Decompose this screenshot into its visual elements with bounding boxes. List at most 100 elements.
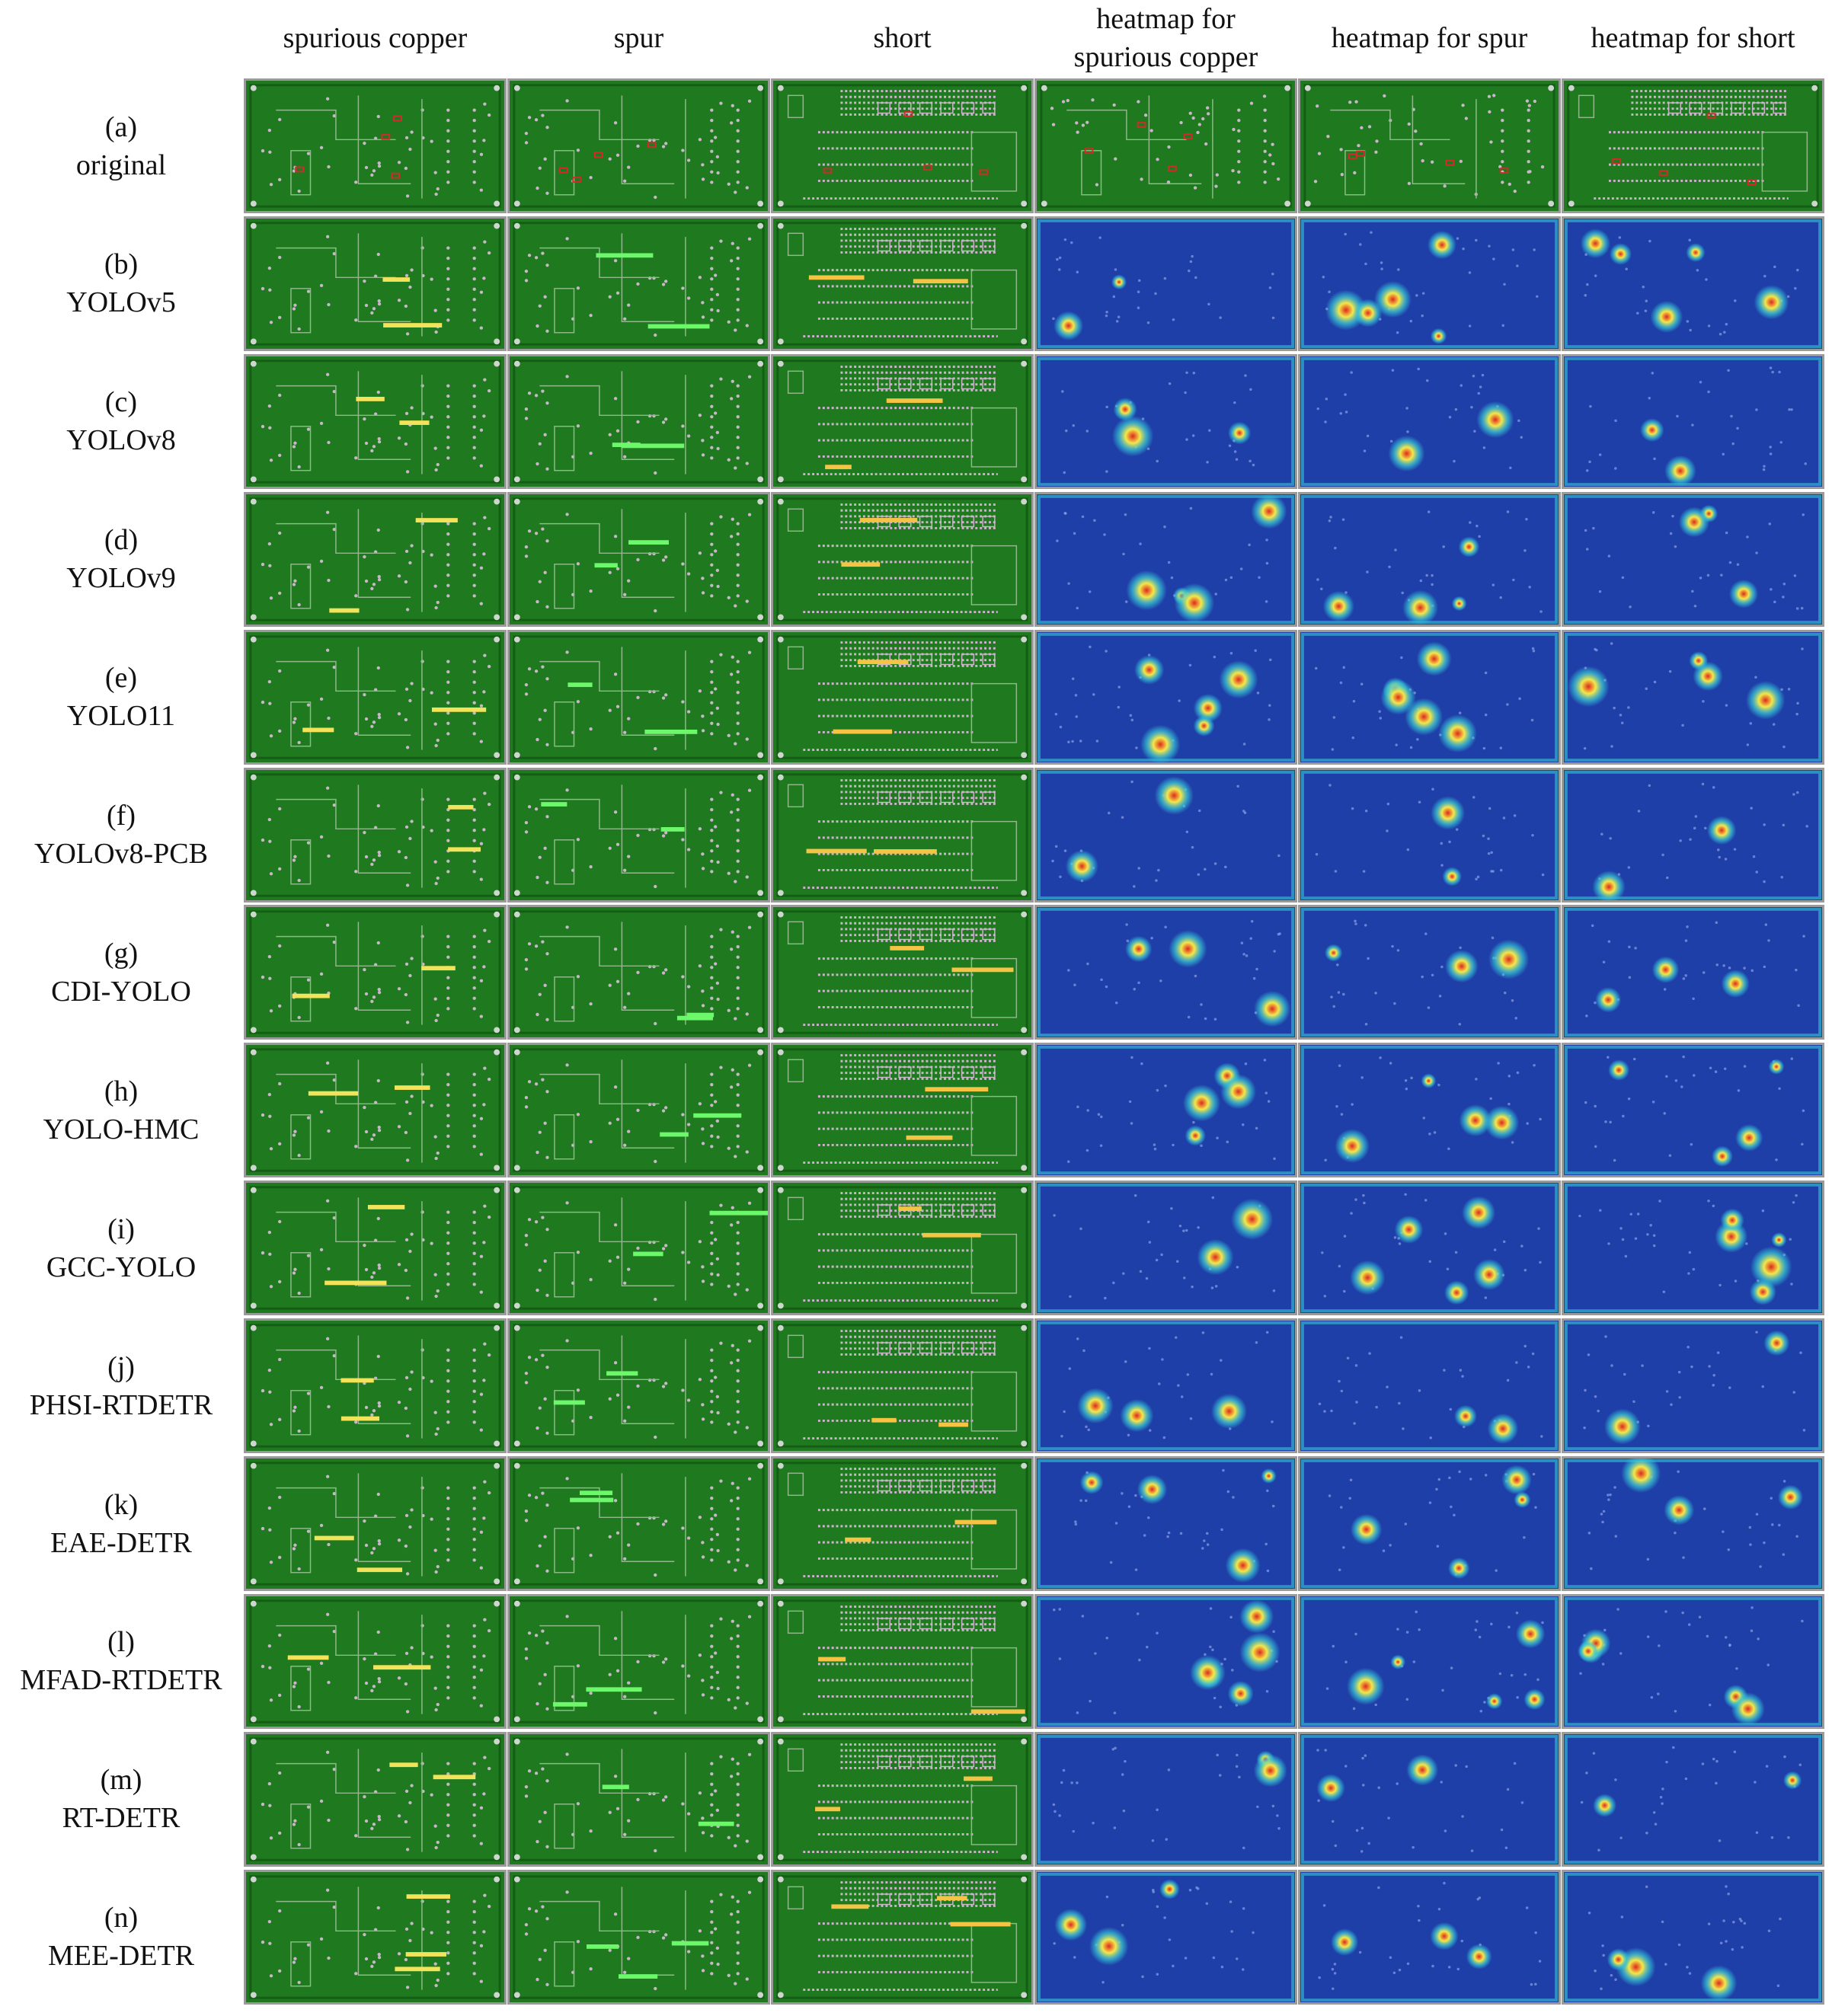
detection-image xyxy=(244,767,507,903)
detection-image xyxy=(771,353,1034,489)
heatmap-image xyxy=(1562,905,1824,1040)
row-method-name: YOLOv9 xyxy=(66,562,176,595)
pcb-board-graphic xyxy=(246,1045,504,1176)
row-label: (j) PHSI-RTDETR xyxy=(0,1318,242,1453)
heatmap-image xyxy=(1562,491,1824,627)
heatmap-graphic xyxy=(1037,1871,1295,2002)
pcb-board-graphic xyxy=(773,218,1031,349)
row-tag: (b) xyxy=(104,248,139,281)
pcb-board-graphic xyxy=(510,1871,768,2002)
heatmap-graphic xyxy=(1300,494,1559,625)
detection-image xyxy=(244,1181,507,1316)
heatmap-graphic xyxy=(1564,356,1822,487)
row-tag: (h) xyxy=(104,1075,139,1107)
heatmap-image xyxy=(1298,1318,1561,1454)
row-label: (k) EAE-DETR xyxy=(0,1456,242,1591)
detection-image xyxy=(507,78,770,213)
detection-image xyxy=(771,1731,1034,1867)
pcb-board-graphic xyxy=(246,1871,504,2002)
detection-image xyxy=(507,905,770,1040)
heatmap-graphic xyxy=(1564,1596,1822,1727)
pcb-board-graphic xyxy=(246,1458,504,1589)
pcb-board-graphic xyxy=(246,1183,504,1314)
pcb-board-graphic xyxy=(246,1733,504,1864)
detection-image xyxy=(507,1318,770,1454)
pcb-board-graphic xyxy=(773,631,1031,762)
heatmap-image xyxy=(1034,1731,1297,1867)
heatmap-graphic xyxy=(1037,1458,1295,1589)
detection-image xyxy=(507,629,770,765)
row-tag: (m) xyxy=(100,1764,142,1797)
row-tag: (e) xyxy=(104,662,138,695)
heatmap-image xyxy=(1562,629,1824,765)
row-tag: (j) xyxy=(107,1350,135,1383)
heatmap-graphic xyxy=(1037,907,1295,1038)
heatmap-image xyxy=(1562,353,1824,489)
detection-image xyxy=(771,1318,1034,1454)
detection-image xyxy=(507,1043,770,1178)
pcb-board-graphic xyxy=(773,769,1031,900)
heatmap-image xyxy=(1034,1593,1297,1729)
detection-image xyxy=(771,78,1034,213)
detection-image xyxy=(244,353,507,489)
heatmap-graphic xyxy=(1037,1045,1295,1176)
pcb-board-graphic xyxy=(246,1321,504,1452)
detection-image xyxy=(507,491,770,627)
detection-image xyxy=(771,1181,1034,1316)
pcb-board-graphic xyxy=(246,1596,504,1727)
heatmap-image xyxy=(1034,767,1297,903)
detection-image xyxy=(507,1181,770,1316)
column-header: spur xyxy=(507,0,770,76)
pcb-board-graphic xyxy=(510,494,768,625)
pcb-board-graphic xyxy=(773,1321,1031,1452)
detection-image xyxy=(507,216,770,351)
heatmap-graphic xyxy=(1564,907,1822,1038)
row-method-name: YOLOv8 xyxy=(66,424,176,457)
heatmap-image xyxy=(1298,353,1561,489)
heatmap-graphic xyxy=(1300,81,1559,211)
detection-image xyxy=(771,1043,1034,1178)
row-tag: (k) xyxy=(104,1488,139,1521)
heatmap-graphic xyxy=(1300,1733,1559,1864)
heatmap-graphic xyxy=(1564,218,1822,349)
detection-image xyxy=(507,1869,770,2005)
column-header: heatmap for spur xyxy=(1298,0,1561,76)
row-label: (i) GCC-YOLO xyxy=(0,1181,242,1315)
row-tag: (i) xyxy=(107,1212,135,1245)
heatmap-graphic xyxy=(1564,81,1822,211)
pcb-board-graphic xyxy=(246,907,504,1038)
pcb-board-graphic xyxy=(510,1596,768,1727)
row-method-name: MFAD-RTDETR xyxy=(20,1664,222,1697)
detection-image xyxy=(244,1043,507,1178)
column-header: heatmap for spurious copper xyxy=(1034,0,1297,76)
heatmap-graphic xyxy=(1564,1321,1822,1452)
heatmap-graphic xyxy=(1037,1321,1295,1452)
detection-image xyxy=(771,629,1034,765)
detection-image xyxy=(771,1456,1034,1591)
pcb-board-graphic xyxy=(510,631,768,762)
heatmap-image xyxy=(1034,1869,1297,2005)
heatmap-graphic xyxy=(1564,1183,1822,1314)
heatmap-image xyxy=(1298,1593,1561,1729)
heatmap-graphic xyxy=(1037,1183,1295,1314)
heatmap-graphic xyxy=(1300,907,1559,1038)
detection-image xyxy=(244,78,507,213)
pcb-board-graphic xyxy=(510,769,768,900)
heatmap-image xyxy=(1298,1181,1561,1316)
heatmap-graphic xyxy=(1300,218,1559,349)
row-method-name: RT-DETR xyxy=(62,1802,181,1835)
heatmap-image xyxy=(1298,1869,1561,2005)
heatmap-image xyxy=(1298,905,1561,1040)
row-tag: (g) xyxy=(104,937,139,970)
pcb-board-graphic xyxy=(510,1045,768,1176)
detection-image xyxy=(507,1593,770,1729)
heatmap-graphic xyxy=(1037,1596,1295,1727)
heatmap-image xyxy=(1562,1593,1824,1729)
heatmap-graphic xyxy=(1564,494,1822,625)
pcb-board-graphic xyxy=(773,907,1031,1038)
heatmap-image xyxy=(1034,78,1297,213)
detection-image xyxy=(244,1593,507,1729)
detection-image xyxy=(507,767,770,903)
row-tag: (a) xyxy=(104,110,138,143)
